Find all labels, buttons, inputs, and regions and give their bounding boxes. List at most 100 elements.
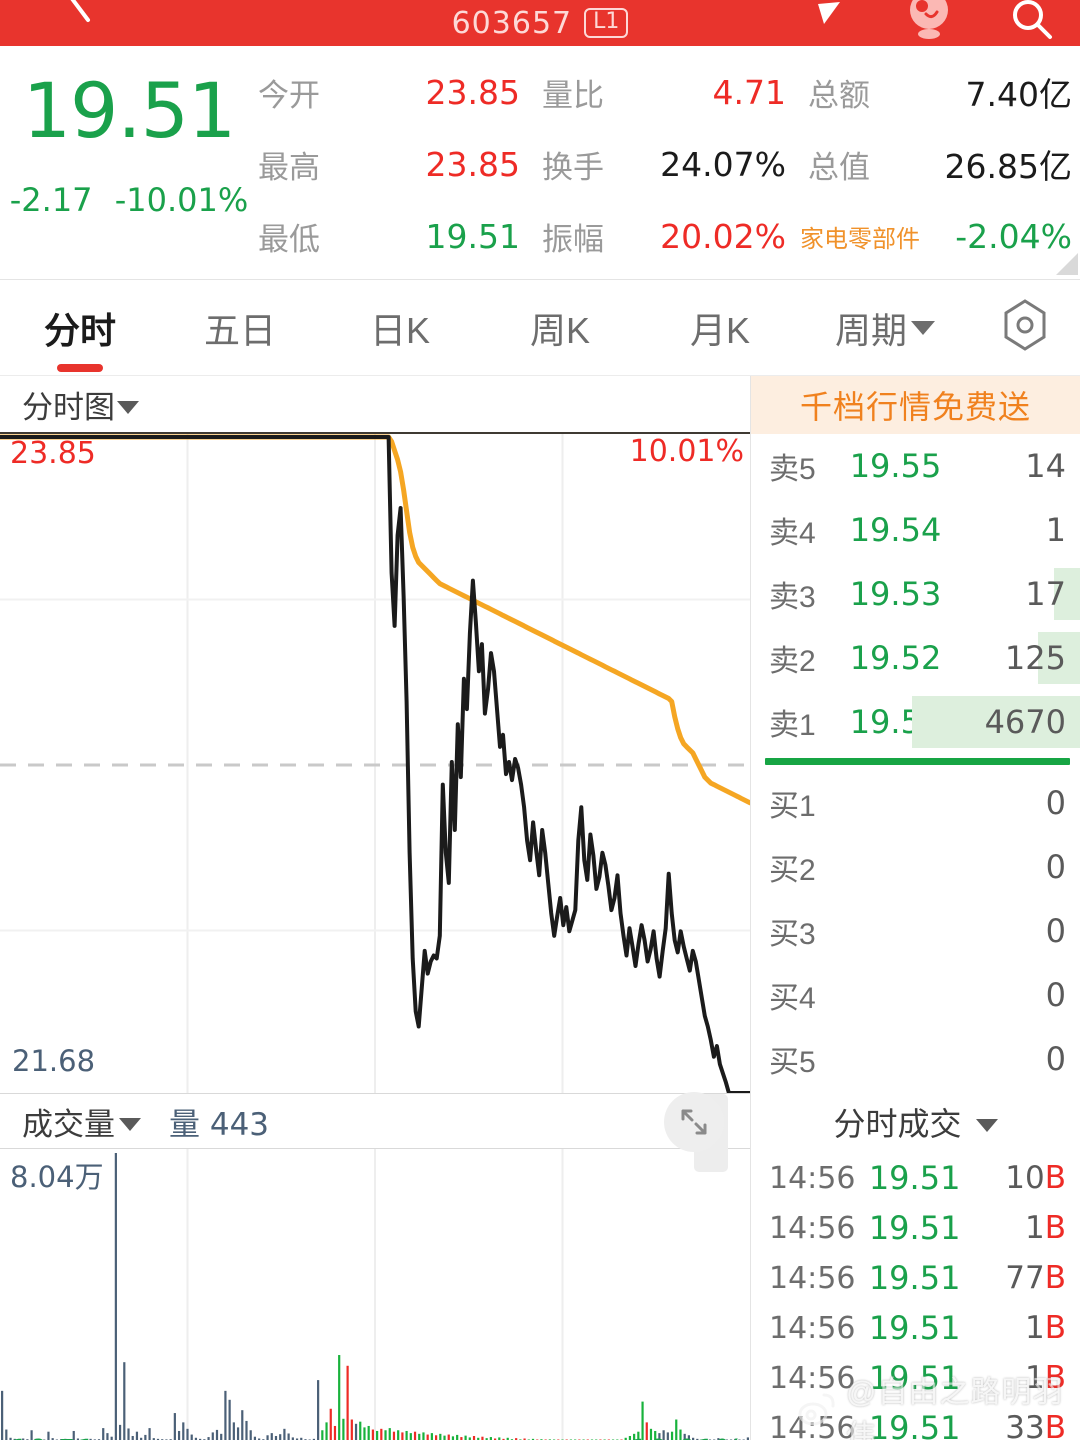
- volume-bar: [173, 1413, 176, 1440]
- tab-period-dropdown[interactable]: 周期: [800, 302, 970, 354]
- order-book-row[interactable]: 买1 0: [751, 771, 1080, 835]
- app-top-bar: 603657 L1: [0, 0, 1080, 46]
- price-line: [0, 435, 750, 1093]
- chart-period-tabs: 分时 五日 日K 周K 月K 周期: [0, 280, 1080, 376]
- tab-daily-k[interactable]: 日K: [369, 309, 430, 351]
- volume-bar: [734, 1438, 737, 1440]
- deal-row[interactable]: 14:56 19.51 33B: [751, 1403, 1080, 1440]
- volume-bar: [641, 1401, 644, 1440]
- price-change-row: -2.17 -10.01%: [4, 181, 255, 219]
- sector-name[interactable]: 家电零部件: [800, 225, 920, 253]
- deal-time: 14:56: [769, 1310, 856, 1346]
- stat-label-open: 今开: [258, 77, 320, 113]
- volume-bar: [106, 1433, 109, 1440]
- order-book-row[interactable]: 买5 0: [751, 1027, 1080, 1091]
- volume-bar: [371, 1429, 374, 1440]
- volume-bar: [13, 1438, 16, 1440]
- deal-qty: 33B: [960, 1410, 1066, 1440]
- deal-row[interactable]: 14:56 19.51 1B: [751, 1203, 1080, 1253]
- volume-bars: [1, 1153, 749, 1440]
- volume-bar: [481, 1436, 484, 1440]
- deal-time: 14:56: [769, 1160, 856, 1196]
- volume-bar: [359, 1421, 362, 1440]
- axis-label-mid: 21.68: [12, 1044, 96, 1078]
- volume-bar: [472, 1435, 476, 1440]
- volume-bar: [249, 1430, 252, 1440]
- volume-bar: [409, 1433, 412, 1440]
- price-chart-pane[interactable]: [0, 432, 750, 1094]
- tab-weekly-k[interactable]: 周K: [529, 309, 590, 351]
- bid-qty: 0: [1045, 784, 1066, 822]
- order-book-row[interactable]: 卖3 19.53 17: [751, 562, 1080, 626]
- volume-bar: [493, 1438, 497, 1440]
- volume-bar: [363, 1427, 366, 1440]
- price-change-pct: -10.01%: [114, 181, 249, 219]
- volume-bar: [392, 1431, 396, 1440]
- search-icon[interactable]: [1008, 0, 1056, 50]
- order-book-row[interactable]: 买4 0: [751, 963, 1080, 1027]
- volume-bar: [333, 1425, 337, 1440]
- deal-row[interactable]: 14:56 19.51 1B: [751, 1303, 1080, 1353]
- deals-section-selector[interactable]: 分时成交: [751, 1091, 1080, 1153]
- order-book-row[interactable]: 卖1 19.51 4670: [751, 690, 1080, 754]
- deal-side: B: [1044, 1210, 1066, 1246]
- order-book-row[interactable]: 买2 0: [751, 835, 1080, 899]
- deals-section-title: 分时成交: [833, 1106, 962, 1142]
- deal-row[interactable]: 14:56 19.51 77B: [751, 1253, 1080, 1303]
- volume-bar: [211, 1432, 214, 1440]
- deal-row[interactable]: 14:56 19.51 10B: [751, 1153, 1080, 1203]
- volume-chart-svg: [1, 1149, 749, 1440]
- volume-bar: [295, 1438, 299, 1440]
- order-book-row[interactable]: 卖5 19.55 14: [751, 434, 1080, 498]
- chart-type-selector[interactable]: 分时图: [0, 376, 750, 432]
- back-chevron-icon[interactable]: [62, 0, 102, 30]
- bid-qty: 0: [1045, 912, 1066, 950]
- deal-price: 19.51: [868, 1159, 961, 1197]
- volume-indicator-selector[interactable]: 成交量 量 443: [0, 1094, 750, 1148]
- tab-intraday[interactable]: 分时: [0, 302, 160, 372]
- price-chart-svg: [0, 434, 750, 1093]
- intraday-chart-area: 分时图 23.85 10.01% 21.68 19.51 -10.01%: [0, 376, 750, 1440]
- stat-label-market-cap: 总值: [808, 149, 870, 185]
- tab-five-day[interactable]: 五日: [203, 309, 276, 351]
- order-book-row[interactable]: 卖4 19.54 1: [751, 498, 1080, 562]
- fullscreen-expand-button[interactable]: [664, 1092, 724, 1152]
- ask-price: 19.54: [849, 511, 942, 549]
- paper-plane-icon[interactable]: [808, 0, 850, 47]
- volume-bar: [253, 1436, 257, 1440]
- volume-bar: [456, 1434, 459, 1440]
- volume-bar: [228, 1399, 231, 1440]
- chart-settings-button[interactable]: [970, 296, 1080, 359]
- ask-qty: 14: [1025, 447, 1066, 485]
- volume-bar: [51, 1438, 54, 1440]
- volume-bar: [447, 1434, 450, 1440]
- volume-bar: [274, 1435, 278, 1440]
- volume-bar: [464, 1435, 467, 1440]
- volume-bar: [236, 1427, 240, 1440]
- deal-row[interactable]: 14:56 19.51 1B: [751, 1353, 1080, 1403]
- volume-bar: [123, 1362, 126, 1440]
- volume-chart-pane[interactable]: [0, 1148, 750, 1440]
- order-book-row[interactable]: 买3 0: [751, 899, 1080, 963]
- user-avatar-icon[interactable]: [902, 0, 956, 53]
- volume-bar: [645, 1422, 648, 1440]
- volume-bar: [401, 1432, 404, 1440]
- volume-bar: [144, 1434, 147, 1440]
- bid-label: 买1: [769, 790, 816, 823]
- axis-label-low: 19.51: [10, 1434, 96, 1440]
- axis-label-high: 23.85: [10, 436, 96, 471]
- volume-bar: [489, 1437, 492, 1440]
- promo-banner[interactable]: 千档行情免费送: [751, 376, 1080, 434]
- volume-bar: [679, 1429, 682, 1440]
- deal-time: 14:56: [769, 1360, 856, 1396]
- current-price-block: 19.51 -2.17 -10.01%: [0, 46, 258, 246]
- volume-bar: [430, 1433, 433, 1440]
- deal-price: 19.51: [868, 1359, 961, 1397]
- panel-expand-corner[interactable]: [1056, 253, 1078, 275]
- tab-monthly-k[interactable]: 月K: [689, 309, 750, 351]
- volume-bar: [696, 1438, 699, 1440]
- stat-label-volume-ratio: 量比: [542, 77, 604, 113]
- order-book-row[interactable]: 卖2 19.52 125: [751, 626, 1080, 690]
- ask-qty-bar: [1038, 632, 1080, 684]
- volume-bar: [287, 1433, 290, 1440]
